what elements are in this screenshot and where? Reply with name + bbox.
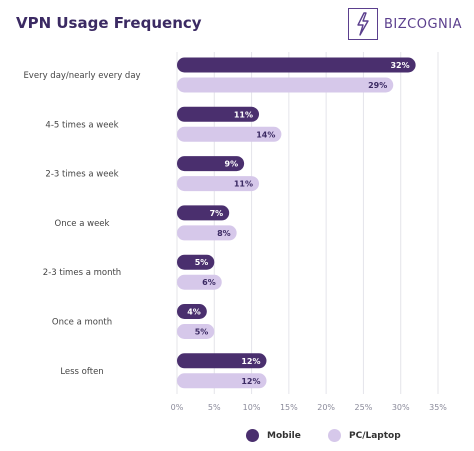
legend-dot-mobile bbox=[246, 429, 259, 442]
x-tick-label: 25% bbox=[355, 403, 373, 412]
bar-mobile bbox=[177, 205, 230, 221]
category-label: 2-3 times a month bbox=[43, 268, 121, 278]
x-tick-label: 0% bbox=[171, 403, 184, 412]
category-label: 4-5 times a week bbox=[45, 120, 118, 130]
brand-name: BIZCOGNIA bbox=[384, 16, 462, 32]
bar-mobile bbox=[177, 304, 207, 319]
bar-pc bbox=[177, 176, 260, 192]
value-label-mobile: 5% bbox=[195, 258, 209, 267]
category-label: Every day/nearly every day bbox=[23, 71, 140, 81]
x-tick-label: 30% bbox=[392, 403, 410, 412]
brand-logo: BIZCOGNIA bbox=[348, 8, 462, 40]
legend-label-pc: PC/Laptop bbox=[349, 430, 401, 441]
x-tick-label: 5% bbox=[208, 403, 221, 412]
bar-pc bbox=[177, 77, 394, 93]
value-label-mobile: 9% bbox=[225, 160, 239, 169]
value-label-pc: 12% bbox=[241, 377, 260, 386]
category-label: 2-3 times a week bbox=[45, 170, 118, 180]
category-label: Once a week bbox=[55, 219, 110, 229]
bar-mobile bbox=[177, 57, 416, 73]
legend-dot-pc bbox=[328, 429, 341, 442]
legend-item-pc: PC/Laptop bbox=[328, 429, 401, 442]
value-label-pc: 14% bbox=[256, 130, 275, 139]
category-label: Less often bbox=[60, 367, 103, 377]
bar-pc bbox=[177, 126, 282, 142]
bar-pc bbox=[177, 225, 237, 241]
value-label-pc: 6% bbox=[202, 278, 216, 287]
value-label-mobile: 7% bbox=[210, 209, 224, 218]
category-label: Once a month bbox=[52, 318, 112, 328]
bar-mobile bbox=[177, 254, 215, 270]
bar-pc bbox=[177, 274, 222, 290]
x-tick-label: 10% bbox=[243, 403, 261, 412]
legend-item-mobile: Mobile bbox=[246, 429, 301, 442]
bar-pc bbox=[177, 373, 267, 389]
bar-mobile bbox=[177, 156, 245, 172]
value-label-pc: 8% bbox=[217, 229, 231, 238]
bar-mobile bbox=[177, 106, 260, 122]
value-label-pc: 29% bbox=[368, 81, 387, 90]
value-label-mobile: 4% bbox=[187, 308, 201, 317]
bar-mobile bbox=[177, 353, 267, 369]
value-label-mobile: 11% bbox=[234, 110, 253, 119]
value-label-mobile: 32% bbox=[390, 61, 409, 70]
bar-pc bbox=[177, 324, 215, 339]
x-tick-label: 15% bbox=[280, 403, 298, 412]
x-tick-label: 20% bbox=[317, 403, 335, 412]
value-label-mobile: 12% bbox=[241, 357, 260, 366]
x-tick-label: 35% bbox=[429, 403, 447, 412]
value-label-pc: 5% bbox=[195, 328, 209, 337]
chart-title: VPN Usage Frequency bbox=[16, 14, 202, 32]
lightning-icon bbox=[348, 8, 378, 40]
value-label-pc: 11% bbox=[234, 180, 253, 189]
legend-label-mobile: Mobile bbox=[267, 430, 301, 441]
